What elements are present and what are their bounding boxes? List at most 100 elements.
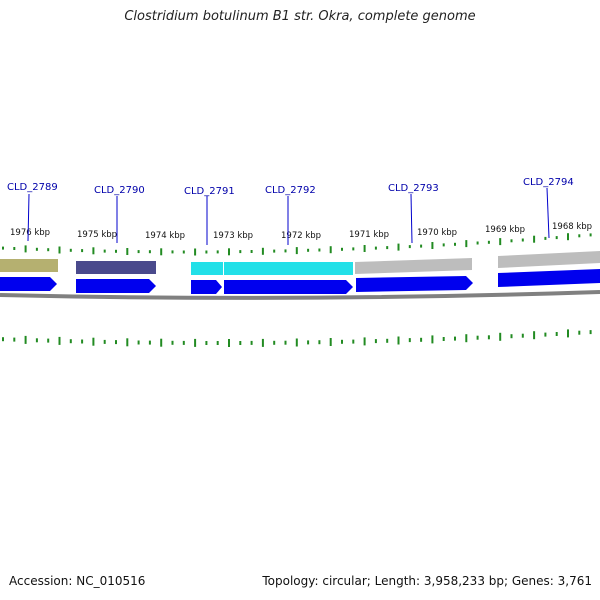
cds-arrow-cld-2790[interactable] xyxy=(76,279,156,293)
tick-mark xyxy=(295,338,298,347)
tick-mark xyxy=(442,243,445,247)
kbp-label: 1972 kbp xyxy=(281,231,321,241)
tick-mark xyxy=(182,250,185,254)
gene-block-cld-2793[interactable] xyxy=(355,258,472,274)
tick-mark xyxy=(487,240,490,244)
tick-mark xyxy=(476,241,479,245)
tick-mark xyxy=(126,248,129,255)
gene-leader-line xyxy=(546,187,550,239)
tick-mark xyxy=(284,340,287,345)
tick-mark xyxy=(397,243,400,251)
tick-mark xyxy=(228,248,230,256)
tick-mark xyxy=(58,246,61,254)
gene-leader-line xyxy=(410,193,413,244)
tick-mark xyxy=(137,340,140,345)
tick-mark xyxy=(13,337,16,342)
kbp-label: 1971 kbp xyxy=(349,230,389,240)
tick-mark xyxy=(510,239,513,243)
tick-mark xyxy=(261,247,264,255)
tick-mark xyxy=(182,340,185,345)
kbp-label: 1975 kbp xyxy=(77,230,117,240)
tick-mark xyxy=(171,340,174,345)
cds-arrow-cld-2791[interactable] xyxy=(191,280,222,294)
tick-mark xyxy=(148,340,151,345)
gene-label-cld-2789[interactable]: CLD_2789 xyxy=(7,182,58,193)
tick-mark xyxy=(454,242,456,246)
tick-mark xyxy=(2,246,4,250)
tick-mark xyxy=(408,338,411,343)
tick-mark xyxy=(476,335,479,340)
tick-mark xyxy=(273,249,276,253)
tick-mark xyxy=(567,329,569,338)
tick-mark xyxy=(69,339,72,344)
tick-mark xyxy=(216,250,219,254)
gene-leader-line xyxy=(27,193,30,242)
tick-mark xyxy=(329,246,332,254)
tick-mark xyxy=(374,246,377,250)
genome-title: Clostridium botulinum B1 str. Okra, comp… xyxy=(124,9,476,24)
tick-mark xyxy=(24,335,27,344)
tick-mark xyxy=(47,248,50,252)
tick-mark xyxy=(194,248,197,256)
gene-label-cld-2791[interactable]: CLD_2791 xyxy=(184,186,235,197)
tick-mark xyxy=(374,339,377,344)
tick-mark xyxy=(250,250,253,253)
tick-mark xyxy=(228,339,230,347)
tick-mark xyxy=(35,338,38,343)
tick-mark xyxy=(239,341,242,345)
tick-mark xyxy=(397,336,400,345)
tick-mark xyxy=(465,240,468,248)
tick-mark xyxy=(499,238,502,246)
tick-mark xyxy=(408,245,411,249)
tick-mark xyxy=(578,234,581,238)
tick-mark xyxy=(318,248,321,252)
tick-mark xyxy=(295,247,298,255)
tick-mark xyxy=(69,248,72,252)
tick-mark xyxy=(589,233,592,237)
tick-mark xyxy=(307,340,310,345)
tick-mark xyxy=(273,340,276,345)
tick-mark xyxy=(318,340,321,345)
gene-block-cld-2794[interactable] xyxy=(498,251,600,268)
tick-mark xyxy=(24,245,27,253)
tick-mark xyxy=(386,246,389,250)
gene-block-cld-2789[interactable] xyxy=(0,259,58,272)
gene-block-cld-2792[interactable] xyxy=(224,262,353,275)
tick-mark xyxy=(521,238,524,242)
tick-mark xyxy=(341,339,343,344)
tick-mark xyxy=(205,250,208,254)
gene-label-cld-2794[interactable]: CLD_2794 xyxy=(523,177,574,188)
genome-backbone xyxy=(0,290,600,300)
gene-block-cld-2791[interactable] xyxy=(191,262,223,275)
kbp-label: 1969 kbp xyxy=(485,225,525,235)
tick-mark xyxy=(284,249,287,253)
tick-mark xyxy=(442,337,445,341)
tick-mark xyxy=(239,250,242,254)
tick-mark xyxy=(194,338,197,347)
cds-arrow-cld-2792[interactable] xyxy=(224,280,353,294)
gene-label-cld-2790[interactable]: CLD_2790 xyxy=(94,185,145,196)
tick-mark xyxy=(35,247,38,251)
gene-block-cld-2790[interactable] xyxy=(76,261,156,274)
tick-mark xyxy=(58,336,61,345)
tick-mark xyxy=(589,330,592,335)
tick-mark xyxy=(341,247,343,251)
tick-mark xyxy=(261,338,264,347)
tick-mark xyxy=(499,332,502,341)
tick-mark xyxy=(137,250,140,254)
tick-mark xyxy=(521,333,524,338)
tick-mark xyxy=(13,247,16,250)
cds-arrow-cld-2793[interactable] xyxy=(356,276,473,292)
tick-mark xyxy=(160,338,163,347)
cds-arrow-cld-2789[interactable] xyxy=(0,277,57,291)
tick-mark xyxy=(352,339,355,344)
gene-label-cld-2792[interactable]: CLD_2792 xyxy=(265,185,316,196)
cds-arrow-cld-2794[interactable] xyxy=(498,269,600,287)
gene-label-cld-2793[interactable]: CLD_2793 xyxy=(388,183,439,194)
tick-mark xyxy=(420,337,423,342)
tick-mark xyxy=(544,332,547,337)
kbp-labels: 1976 kbp 1975 kbp 1974 kbp 1973 kbp 1972… xyxy=(10,222,592,241)
tick-mark xyxy=(171,250,174,254)
tick-mark xyxy=(431,335,434,344)
